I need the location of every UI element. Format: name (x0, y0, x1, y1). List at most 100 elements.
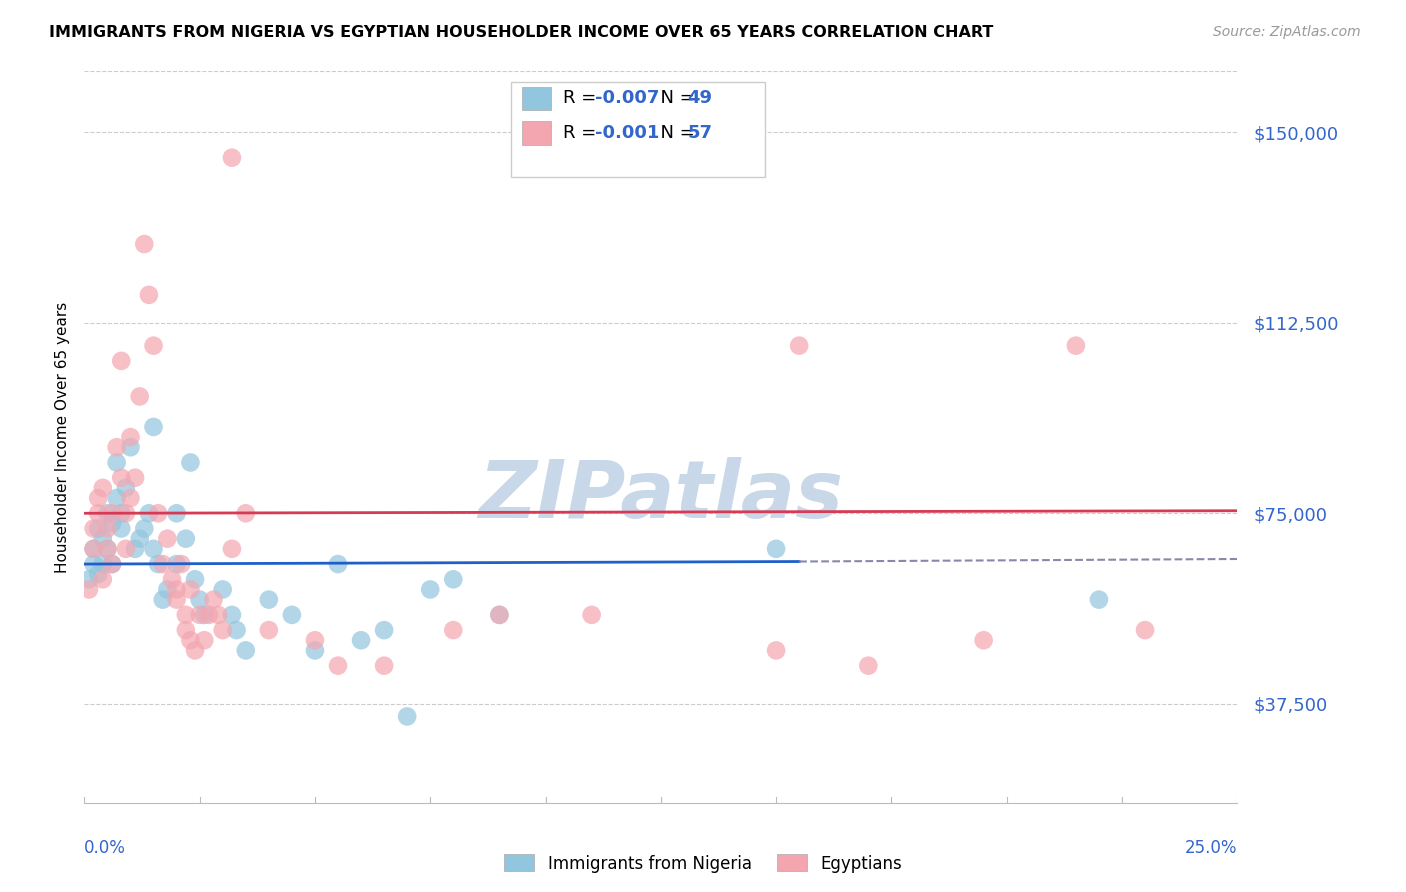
Point (235, 643, 257, 657)
Point (257, 623, 280, 637)
Point (160, 572, 183, 586)
Point (193, 607, 215, 622)
Text: 49: 49 (688, 89, 713, 107)
Point (581, 607, 603, 622)
Point (858, 658, 880, 673)
Point (138, 506, 160, 520)
Point (101, 557, 124, 571)
Point (211, 623, 233, 637)
Point (91, 532, 114, 546)
Point (115, 541, 138, 556)
Point (166, 592, 188, 607)
Point (128, 532, 150, 546)
Point (441, 623, 464, 637)
Point (419, 582, 441, 597)
Point (101, 506, 124, 520)
Point (115, 506, 138, 520)
Point (83, 541, 105, 556)
Point (188, 592, 211, 607)
Point (221, 151, 243, 165)
Point (488, 607, 510, 622)
Point (396, 709, 419, 723)
Point (188, 607, 211, 622)
Point (96, 541, 118, 556)
Point (105, 455, 128, 469)
Point (221, 607, 243, 622)
Point (184, 572, 207, 586)
Point (304, 643, 326, 657)
Point (235, 506, 257, 520)
Point (304, 633, 326, 648)
Point (156, 582, 179, 597)
Point (87, 506, 110, 520)
Point (96, 541, 118, 556)
Point (101, 557, 124, 571)
Point (166, 557, 188, 571)
Text: 57: 57 (688, 124, 713, 142)
Point (91, 557, 114, 571)
Point (142, 420, 165, 434)
Point (146, 557, 169, 571)
Point (128, 389, 150, 403)
Point (91, 572, 114, 586)
Point (1064, 338, 1087, 352)
Point (120, 440, 142, 454)
Point (115, 481, 138, 495)
Point (138, 288, 160, 302)
Point (87, 491, 110, 505)
Point (152, 557, 174, 571)
Point (83, 521, 105, 535)
Point (179, 633, 201, 648)
Point (765, 643, 787, 657)
Point (179, 582, 201, 597)
Point (77, 572, 100, 586)
Point (373, 658, 395, 673)
Point (152, 592, 174, 607)
Point (142, 541, 165, 556)
Point (166, 582, 188, 597)
Point (221, 541, 243, 556)
Legend: Immigrants from Nigeria, Egyptians: Immigrants from Nigeria, Egyptians (498, 847, 908, 880)
Point (101, 516, 124, 531)
Point (1133, 623, 1156, 637)
FancyBboxPatch shape (510, 82, 765, 178)
Point (441, 572, 464, 586)
Point (124, 471, 146, 485)
Point (184, 643, 207, 657)
Point (134, 237, 156, 252)
Point (179, 455, 201, 469)
Point (156, 532, 179, 546)
Text: N =: N = (650, 89, 700, 107)
Text: IMMIGRANTS FROM NIGERIA VS EGYPTIAN HOUSEHOLDER INCOME OVER 65 YEARS CORRELATION: IMMIGRANTS FROM NIGERIA VS EGYPTIAN HOUS… (49, 25, 994, 40)
Point (174, 532, 197, 546)
Point (146, 506, 169, 520)
Point (91, 481, 114, 495)
Point (174, 607, 197, 622)
Point (350, 633, 373, 648)
Point (326, 557, 349, 571)
Point (973, 633, 995, 648)
Point (257, 592, 280, 607)
Point (1088, 592, 1111, 607)
Text: Source: ZipAtlas.com: Source: ZipAtlas.com (1213, 25, 1361, 39)
Point (120, 430, 142, 444)
Point (110, 354, 132, 368)
Point (326, 658, 349, 673)
Point (120, 491, 142, 505)
Point (105, 440, 128, 454)
Point (765, 541, 787, 556)
Point (202, 592, 225, 607)
Point (166, 506, 188, 520)
Point (193, 633, 215, 648)
Point (225, 623, 247, 637)
Text: ZIPatlas: ZIPatlas (478, 457, 844, 534)
Point (87, 521, 110, 535)
Text: 25.0%: 25.0% (1185, 839, 1237, 857)
Point (211, 582, 233, 597)
Point (170, 557, 193, 571)
Bar (523, 121, 551, 145)
Point (124, 541, 146, 556)
Point (87, 567, 110, 582)
Point (142, 338, 165, 352)
Bar (523, 87, 551, 110)
